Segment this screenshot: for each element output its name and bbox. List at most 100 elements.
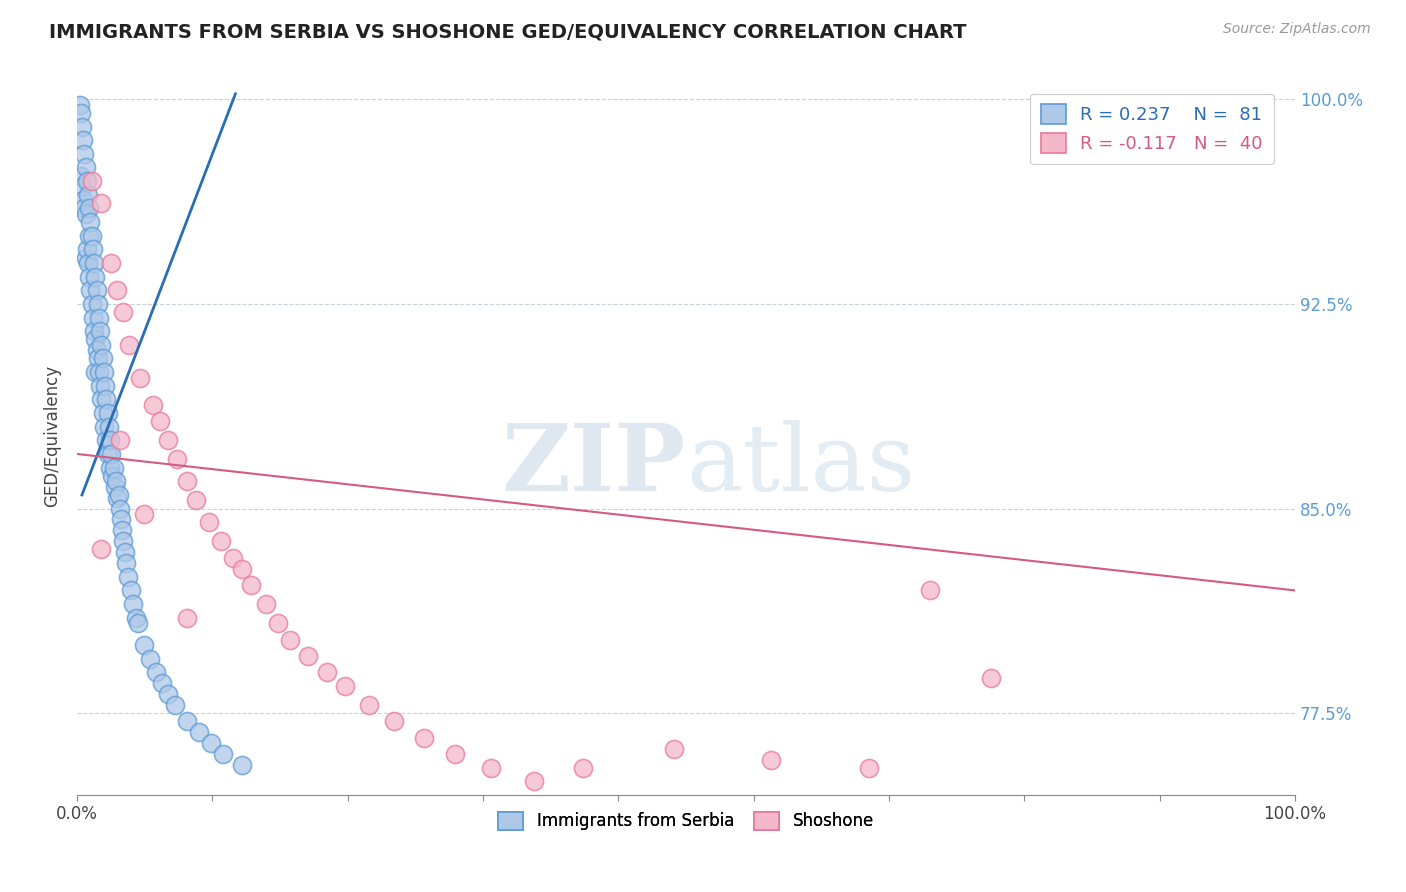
Point bbox=[111, 524, 134, 538]
Point bbox=[129, 370, 152, 384]
Point bbox=[89, 324, 111, 338]
Point bbox=[132, 507, 155, 521]
Point bbox=[110, 512, 132, 526]
Point bbox=[77, 228, 100, 243]
Point bbox=[297, 648, 319, 663]
Point bbox=[69, 106, 91, 120]
Point bbox=[90, 196, 112, 211]
Point bbox=[96, 434, 118, 448]
Point bbox=[103, 460, 125, 475]
Point bbox=[87, 310, 110, 325]
Point bbox=[142, 398, 165, 412]
Point bbox=[980, 671, 1002, 685]
Point bbox=[108, 501, 131, 516]
Point bbox=[858, 761, 880, 775]
Point bbox=[73, 146, 96, 161]
Point bbox=[157, 434, 180, 448]
Point bbox=[114, 556, 136, 570]
Point bbox=[86, 343, 108, 358]
Point bbox=[97, 419, 120, 434]
Point bbox=[100, 447, 122, 461]
Point bbox=[112, 534, 135, 549]
Point bbox=[90, 392, 112, 407]
Point bbox=[114, 545, 136, 559]
Point bbox=[186, 493, 208, 508]
Point bbox=[76, 174, 98, 188]
Point bbox=[231, 758, 253, 772]
Point bbox=[212, 747, 235, 761]
Point bbox=[101, 468, 124, 483]
Point bbox=[75, 251, 97, 265]
Point bbox=[84, 269, 107, 284]
Point bbox=[77, 202, 100, 216]
Point bbox=[96, 447, 118, 461]
Point bbox=[200, 736, 222, 750]
Y-axis label: GED/Equivalency: GED/Equivalency bbox=[44, 365, 60, 508]
Point bbox=[209, 534, 232, 549]
Legend: Immigrants from Serbia, Shoshone: Immigrants from Serbia, Shoshone bbox=[492, 805, 880, 837]
Point bbox=[104, 480, 127, 494]
Point bbox=[112, 305, 135, 319]
Point bbox=[91, 351, 114, 366]
Point bbox=[918, 583, 941, 598]
Point bbox=[443, 747, 465, 761]
Point bbox=[77, 269, 100, 284]
Point bbox=[96, 392, 118, 407]
Point bbox=[73, 202, 96, 216]
Point bbox=[108, 434, 131, 448]
Point bbox=[77, 187, 100, 202]
Point bbox=[122, 597, 145, 611]
Point bbox=[70, 179, 93, 194]
Point bbox=[86, 283, 108, 297]
Point bbox=[98, 434, 121, 448]
Point bbox=[83, 324, 105, 338]
Point bbox=[79, 215, 101, 229]
Point bbox=[79, 283, 101, 297]
Point bbox=[187, 725, 209, 739]
Point bbox=[100, 256, 122, 270]
Point bbox=[93, 419, 115, 434]
Point bbox=[333, 679, 356, 693]
Point bbox=[359, 698, 381, 712]
Point bbox=[91, 406, 114, 420]
Point bbox=[75, 161, 97, 175]
Point bbox=[571, 761, 593, 775]
Point bbox=[254, 597, 277, 611]
Point bbox=[315, 665, 337, 680]
Point bbox=[176, 714, 198, 729]
Point bbox=[127, 616, 149, 631]
Point bbox=[413, 731, 436, 745]
Point bbox=[77, 256, 100, 270]
Point bbox=[105, 283, 128, 297]
Point bbox=[176, 610, 198, 624]
Point bbox=[231, 561, 253, 575]
Point bbox=[89, 378, 111, 392]
Text: ZIP: ZIP bbox=[502, 420, 686, 510]
Point bbox=[163, 698, 186, 712]
Point bbox=[157, 687, 180, 701]
Point bbox=[382, 714, 405, 729]
Point bbox=[117, 570, 139, 584]
Point bbox=[98, 460, 121, 475]
Point bbox=[96, 406, 118, 420]
Point bbox=[222, 550, 245, 565]
Point bbox=[124, 610, 146, 624]
Point bbox=[87, 351, 110, 366]
Point bbox=[149, 414, 172, 428]
Text: IMMIGRANTS FROM SERBIA VS SHOSHONE GED/EQUIVALENCY CORRELATION CHART: IMMIGRANTS FROM SERBIA VS SHOSHONE GED/E… bbox=[49, 22, 967, 41]
Point bbox=[72, 193, 94, 207]
Point bbox=[80, 228, 103, 243]
Point bbox=[120, 583, 142, 598]
Point bbox=[80, 174, 103, 188]
Point bbox=[240, 578, 263, 592]
Point bbox=[139, 651, 162, 665]
Point bbox=[662, 741, 685, 756]
Point bbox=[82, 310, 104, 325]
Point bbox=[267, 616, 290, 631]
Text: atlas: atlas bbox=[686, 420, 915, 510]
Point bbox=[479, 761, 502, 775]
Point bbox=[69, 97, 91, 112]
Point bbox=[105, 491, 128, 505]
Point bbox=[87, 365, 110, 379]
Point bbox=[132, 638, 155, 652]
